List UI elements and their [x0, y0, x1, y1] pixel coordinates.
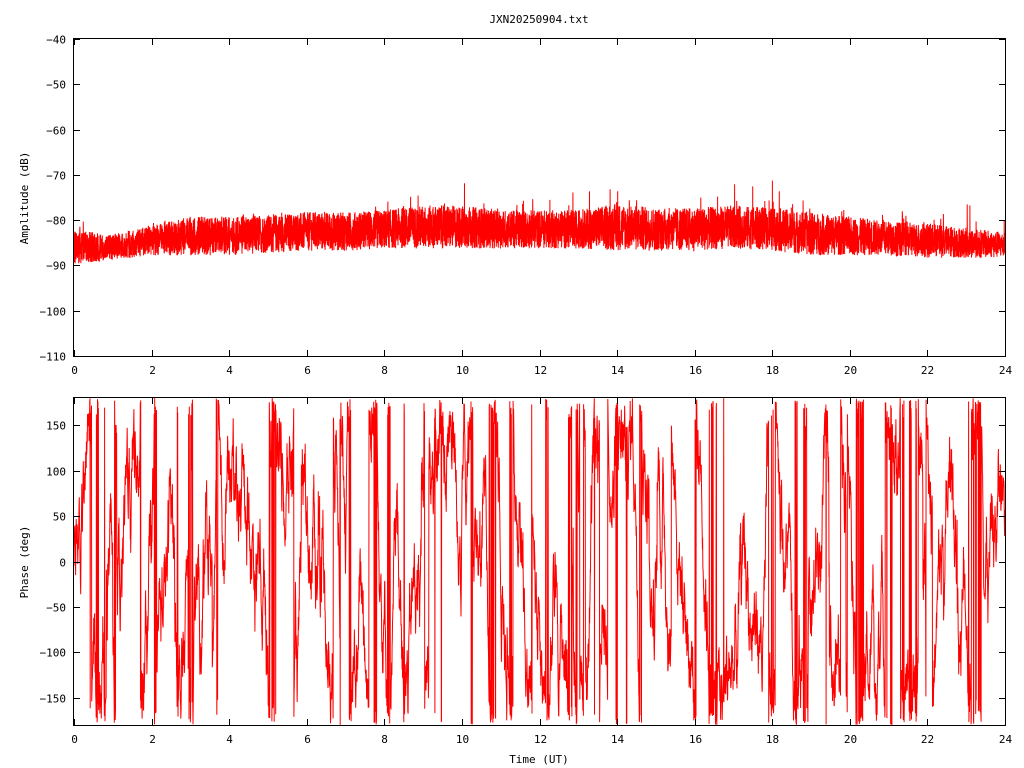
amplitude-x-tick-label: 12: [534, 364, 547, 377]
amplitude-x-tick-label: 20: [844, 364, 857, 377]
phase-x-tick-label: 2: [149, 733, 156, 746]
amplitude-y-tick-label: −90: [46, 260, 66, 273]
phase-y-tick-label: −100: [40, 647, 67, 660]
phase-x-tick-label: 12: [534, 733, 547, 746]
amplitude-y-tick-label: −100: [40, 306, 67, 319]
amplitude-line: [73, 180, 1006, 264]
phase-x-tick-label: 22: [921, 733, 934, 746]
amplitude-x-tick-label: 16: [689, 364, 702, 377]
phase-x-ticks: 0 2 4 6 8 10 12 14 16 18 20 22 24: [71, 398, 1012, 746]
amplitude-y-tick-label: −40: [46, 34, 66, 47]
phase-x-tick-label: 4: [226, 733, 233, 746]
amplitude-x-tick-label: 6: [304, 364, 311, 377]
phase-x-tick-label: 6: [304, 733, 311, 746]
phase-x-tick-label: 8: [381, 733, 388, 746]
phase-y-tick-label: −150: [40, 693, 67, 706]
amplitude-x-ticks: 0 2 4 6 8 10 12 14 16 18 20 22 24: [71, 39, 1012, 377]
amplitude-series: [73, 180, 1006, 264]
phase-x-tick-label: 18: [766, 733, 779, 746]
phase-x-axis-label: Time (UT): [509, 753, 569, 766]
amplitude-x-tick-label: 22: [921, 364, 934, 377]
amplitude-x-tick-label: 18: [766, 364, 779, 377]
phase-x-tick-label: 0: [71, 733, 78, 746]
amplitude-y-tick-label: −70: [46, 170, 66, 183]
phase-y-tick-label: 100: [46, 466, 66, 479]
amplitude-y-ticks: −40 −50 −60 −70 −80 −90 −100 −110: [40, 34, 1005, 364]
amplitude-x-tick-label: 14: [611, 364, 625, 377]
amplitude-x-tick-label: 8: [381, 364, 388, 377]
phase-y-tick-label: 0: [59, 557, 66, 570]
phase-x-tick-label: 16: [689, 733, 702, 746]
amplitude-y-tick-label: −60: [46, 125, 66, 138]
phase-y-ticks: 150 100 50 0 −50 −100 −150: [40, 420, 1005, 706]
phase-x-tick-label: 24: [999, 733, 1013, 746]
phase-y-tick-label: −50: [46, 602, 66, 615]
phase-y-tick-label: 50: [53, 511, 66, 524]
phase-x-tick-label: 20: [844, 733, 857, 746]
amplitude-y-tick-label: −50: [46, 79, 66, 92]
phase-series: [73, 397, 1006, 726]
phase-plot-frame: [73, 397, 1006, 726]
amplitude-x-tick-label: 10: [456, 364, 469, 377]
amplitude-y-tick-label: −110: [40, 351, 67, 364]
amplitude-plot-frame: [73, 38, 1006, 357]
phase-x-tick-label: 14: [611, 733, 625, 746]
amplitude-y-tick-label: −80: [46, 215, 66, 228]
phase-x-tick-label: 10: [456, 733, 469, 746]
amplitude-x-tick-label: 0: [71, 364, 78, 377]
phase-y-tick-label: 150: [46, 420, 66, 433]
amplitude-x-tick-label: 2: [149, 364, 156, 377]
chart-title: JXN20250904.txt: [489, 13, 588, 26]
phase-line: [73, 397, 1006, 726]
amplitude-y-axis-label: Amplitude (dB): [18, 152, 31, 245]
amplitude-x-tick-label: 24: [999, 364, 1013, 377]
amplitude-panel: −40−50−60−70−80−90−100−110 0 2 4 6 8 10 12 14 16…: [18, 34, 1012, 378]
phase-y-axis-label: Phase (deg): [18, 526, 31, 599]
amplitude-x-tick-label: 4: [226, 364, 233, 377]
